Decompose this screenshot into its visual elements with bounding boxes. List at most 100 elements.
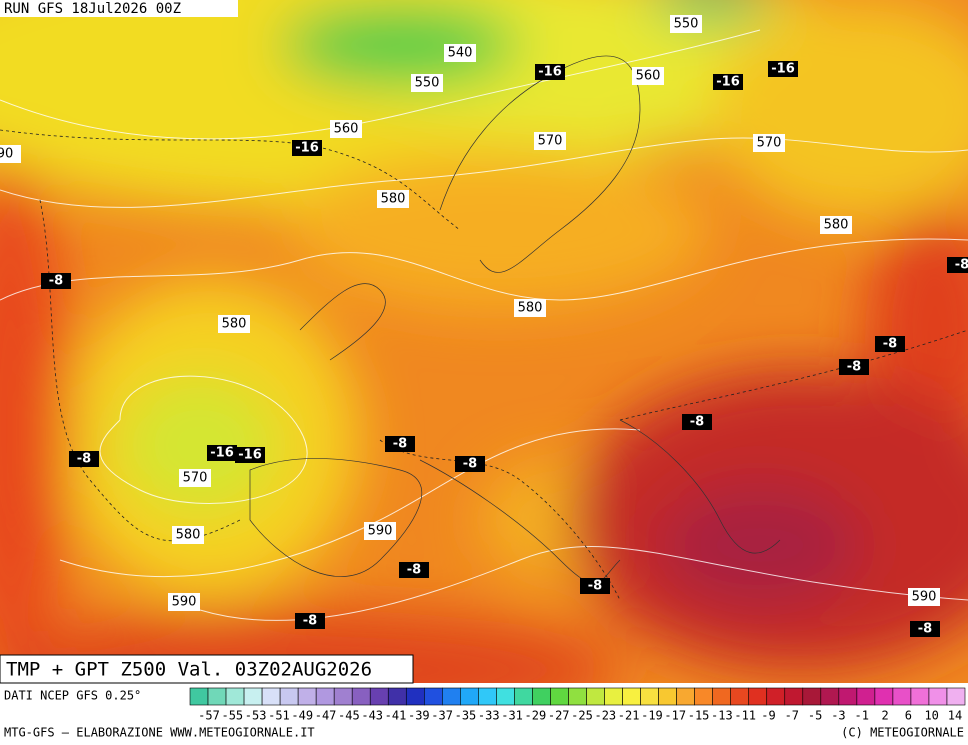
temperature-label: -8 [463,457,477,472]
scale-label: -19 [641,709,663,723]
scale-label: -41 [385,709,407,723]
geo-label-bg [632,67,664,85]
geo-label-bg [168,593,200,611]
scale-label: -37 [431,709,453,723]
color-swatch [640,687,659,706]
color-swatch [424,687,443,706]
temperature-label: -16 [771,62,795,77]
temperature-label: -8 [393,437,407,452]
color-swatch [676,687,695,706]
geopotential-label: 550 [415,76,440,91]
color-swatch [856,687,876,706]
color-swatch [333,687,353,706]
temperature-label: -8 [77,452,91,467]
run-label: RUN GFS 18Jul2026 00Z [4,1,181,17]
geopotential-label: 550 [674,17,699,32]
geo-label-bg [0,145,21,163]
geopotential-label: 590 [172,595,197,610]
scale-label: -45 [338,709,360,723]
geo-label-bg [364,522,396,540]
geopotential-label: 560 [334,122,359,137]
geo-label-bg [377,190,409,208]
contour-labels: 550 540 550 560 560 570 570 580 580 580 580 570 580 5… [0,15,968,637]
geopotential-label: 580 [176,528,201,543]
temp-label-bg [295,613,325,629]
temperature-label: -8 [918,622,932,637]
color-swatch [712,687,731,706]
temperature-label: -8 [690,415,704,430]
scale-label: -35 [455,709,477,723]
geo-label-bg [444,44,476,62]
scale-label: -11 [734,709,756,723]
scale-label: -27 [548,709,570,723]
temperature-label: -16 [238,448,262,463]
color-swatch [658,687,677,706]
color-swatch [369,687,389,706]
temp-label-bg [875,336,905,352]
scale-label: -43 [361,709,383,723]
temp-label-bg [41,273,71,289]
geopotential-label: 570 [538,134,563,149]
scale-label: -15 [688,709,710,723]
scale-label: -13 [711,709,733,723]
scale-label: -47 [315,709,337,723]
temperature-label: -16 [538,65,562,80]
scale-label: -57 [198,709,220,723]
color-swatch [207,687,227,706]
footer-right: (C) METEOGIORNALE [841,726,964,740]
color-swatch [279,687,299,706]
scale-label: 14 [948,709,962,723]
scale-label: -1 [855,709,869,723]
geopotential-label: 580 [222,317,247,332]
scale-label: 6 [905,709,912,723]
temp-label-bg [69,451,99,467]
color-swatch [550,687,569,706]
color-swatch [748,687,768,706]
geo-label-bg [670,15,702,33]
color-swatch [478,687,497,706]
geo-label-bg [411,74,443,92]
scale-label: -25 [571,709,593,723]
color-swatch [928,687,948,706]
temperature-label: -8 [955,258,968,273]
scale-label: -53 [245,709,267,723]
temp-label-bg [768,61,798,77]
temp-label-bg [839,359,869,375]
temp-label-bg [713,74,743,90]
geo-label-bg [330,120,362,138]
color-swatch [514,687,533,706]
temp-label-bg [207,445,237,461]
color-swatch [442,687,461,706]
color-swatch [766,687,786,706]
color-swatch [315,687,335,706]
temp-label-bg [385,436,415,452]
geopotential-label: 580 [824,218,849,233]
color-swatch [189,687,209,706]
map-field: 550 540 550 560 560 570 570 580 580 580 580 570 580 5… [0,0,968,683]
color-swatch [784,687,804,706]
color-swatch [802,687,822,706]
scale-label: -23 [594,709,616,723]
color-swatch [532,687,551,706]
temperature-label: -16 [295,141,319,156]
scale-label: -49 [291,709,313,723]
color-swatch [604,687,623,706]
scale-label: -3 [831,709,845,723]
temp-label-bg [910,621,940,637]
scale-label: -51 [268,709,290,723]
run-label-box [0,0,238,17]
scale-label: 2 [881,709,888,723]
geo-label-bg [753,134,785,152]
temp-label-bg [535,64,565,80]
footer-left: MTG-GFS — ELABORAZIONE WWW.METEOGIORNALE… [4,726,315,740]
scale-label: -29 [525,709,547,723]
geo-label-bg [534,132,566,150]
scale-label: -55 [221,709,243,723]
geo-label-bg [218,315,250,333]
scale-label: -39 [408,709,430,723]
scale-label: -7 [785,709,799,723]
geopotential-label: 570 [757,136,782,151]
scale-label: -9 [761,709,775,723]
geopotential-label: 580 [518,301,543,316]
